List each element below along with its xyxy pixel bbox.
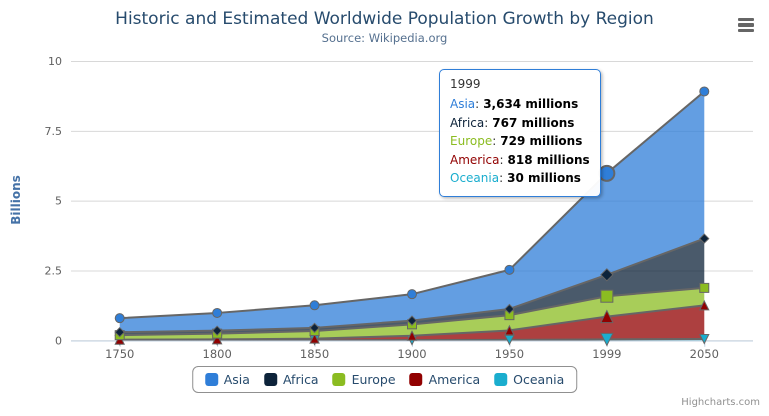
tooltip-header: 1999	[450, 77, 481, 91]
y-axis-label: 5	[55, 195, 62, 208]
legend: Asia Africa Europe America Oceania	[191, 366, 578, 393]
marker-america[interactable]	[698, 299, 710, 311]
legend-swatch-europe	[332, 373, 346, 386]
marker-oceania[interactable]	[698, 333, 710, 345]
marker-africa[interactable]	[309, 322, 320, 334]
marker-oceania[interactable]	[600, 332, 614, 347]
tooltip-row-africa: Africa: 767 millions	[450, 114, 590, 133]
tooltip-series-value: 818 millions	[507, 152, 590, 167]
tooltip-row-oceania: Oceania: 30 millions	[450, 169, 590, 188]
marker-europe[interactable]	[699, 282, 710, 293]
tooltip-series-value: 3,634 millions	[483, 97, 579, 111]
y-axis-label: 0	[55, 334, 62, 347]
marker-america[interactable]	[504, 324, 515, 336]
area-asia	[119, 91, 705, 333]
x-axis-label: 1750	[105, 347, 134, 361]
y-axis-label: 10	[48, 55, 62, 68]
tooltip-row-asia: Asia: 3,634 millions	[450, 95, 590, 114]
tooltip-colon: :	[484, 115, 489, 130]
tooltip-series-name: Africa	[450, 115, 485, 130]
credits-link[interactable]: Highcharts.com	[681, 397, 760, 408]
legend-label: Africa	[282, 372, 319, 387]
hamburger-menu-icon	[738, 23, 754, 27]
marker-asia[interactable]	[504, 264, 515, 275]
legend-swatch-asia	[204, 373, 218, 386]
marker-asia[interactable]	[598, 164, 616, 182]
legend-swatch-africa	[263, 373, 277, 386]
marker-asia[interactable]	[699, 86, 710, 97]
marker-america[interactable]	[309, 333, 320, 344]
legend-label: Europe	[351, 372, 396, 387]
tooltip-series-name: Asia	[450, 97, 476, 111]
tooltip-series-value: 767 millions	[492, 115, 575, 130]
marker-asia[interactable]	[309, 300, 320, 311]
marker-africa[interactable]	[600, 268, 614, 282]
x-axis-label: 1800	[203, 347, 232, 361]
marker-africa[interactable]	[699, 233, 710, 244]
tooltip-colon: :	[499, 171, 504, 185]
legend-label: Asia	[223, 372, 250, 387]
legend-label: America	[428, 372, 481, 387]
marker-africa[interactable]	[211, 325, 223, 336]
x-axis-label: 1850	[300, 347, 329, 361]
legend-item-asia[interactable]: Asia	[204, 372, 250, 387]
x-axis-label: 2050	[690, 347, 719, 361]
y-axis-label: 7.5	[45, 125, 63, 138]
x-axis-label: 1950	[495, 347, 524, 361]
y-axis-title: Billions	[9, 175, 23, 225]
area-america	[119, 305, 705, 341]
marker-america[interactable]	[406, 330, 418, 341]
x-axis-label: 1999	[592, 347, 621, 361]
marker-asia[interactable]	[212, 307, 223, 318]
marker-asia[interactable]	[407, 289, 417, 300]
tooltip-colon: :	[499, 152, 504, 167]
hamburger-menu-icon	[738, 28, 754, 33]
marker-europe[interactable]	[600, 289, 614, 303]
tooltip-row-america: America: 818 millions	[450, 151, 590, 170]
legend-item-oceania[interactable]: Oceania	[494, 372, 564, 387]
legend-item-europe[interactable]: Europe	[332, 372, 396, 387]
export-menu-button[interactable]	[734, 15, 758, 37]
marker-africa[interactable]	[504, 303, 515, 315]
legend-label: Oceania	[513, 372, 565, 387]
legend-swatch-oceania	[494, 373, 508, 386]
y-axis-label: 2.5	[45, 264, 63, 277]
tooltip-series-name: Europe	[450, 134, 493, 148]
hamburger-menu-icon	[738, 17, 754, 22]
marker-africa[interactable]	[114, 326, 125, 338]
area-africa	[119, 238, 705, 336]
tooltip-series-value: 30 millions	[507, 171, 581, 185]
tooltip-colon: :	[475, 97, 480, 111]
tooltip-series-name: America	[450, 152, 500, 167]
marker-asia[interactable]	[114, 313, 125, 324]
tooltip-row-europe: Europe: 729 millions	[450, 132, 590, 151]
tooltip-series-name: Oceania	[450, 171, 500, 185]
legend-swatch-america	[409, 373, 423, 386]
legend-item-africa[interactable]: Africa	[263, 372, 319, 387]
legend-item-america[interactable]: America	[409, 372, 481, 387]
tooltip-colon: :	[492, 134, 497, 148]
tooltip: 1999 Asia: 3,634 millions Africa: 767 mill…	[439, 69, 601, 197]
chart-subtitle: Source: Wikipedia.org	[321, 31, 448, 45]
marker-america[interactable]	[211, 333, 223, 345]
chart-title: Historic and Estimated Worldwide Populat…	[115, 9, 654, 29]
tooltip-series-value: 729 millions	[500, 134, 583, 148]
marker-america[interactable]	[600, 309, 614, 324]
marker-africa[interactable]	[406, 315, 418, 326]
x-axis-label: 1900	[397, 347, 426, 361]
